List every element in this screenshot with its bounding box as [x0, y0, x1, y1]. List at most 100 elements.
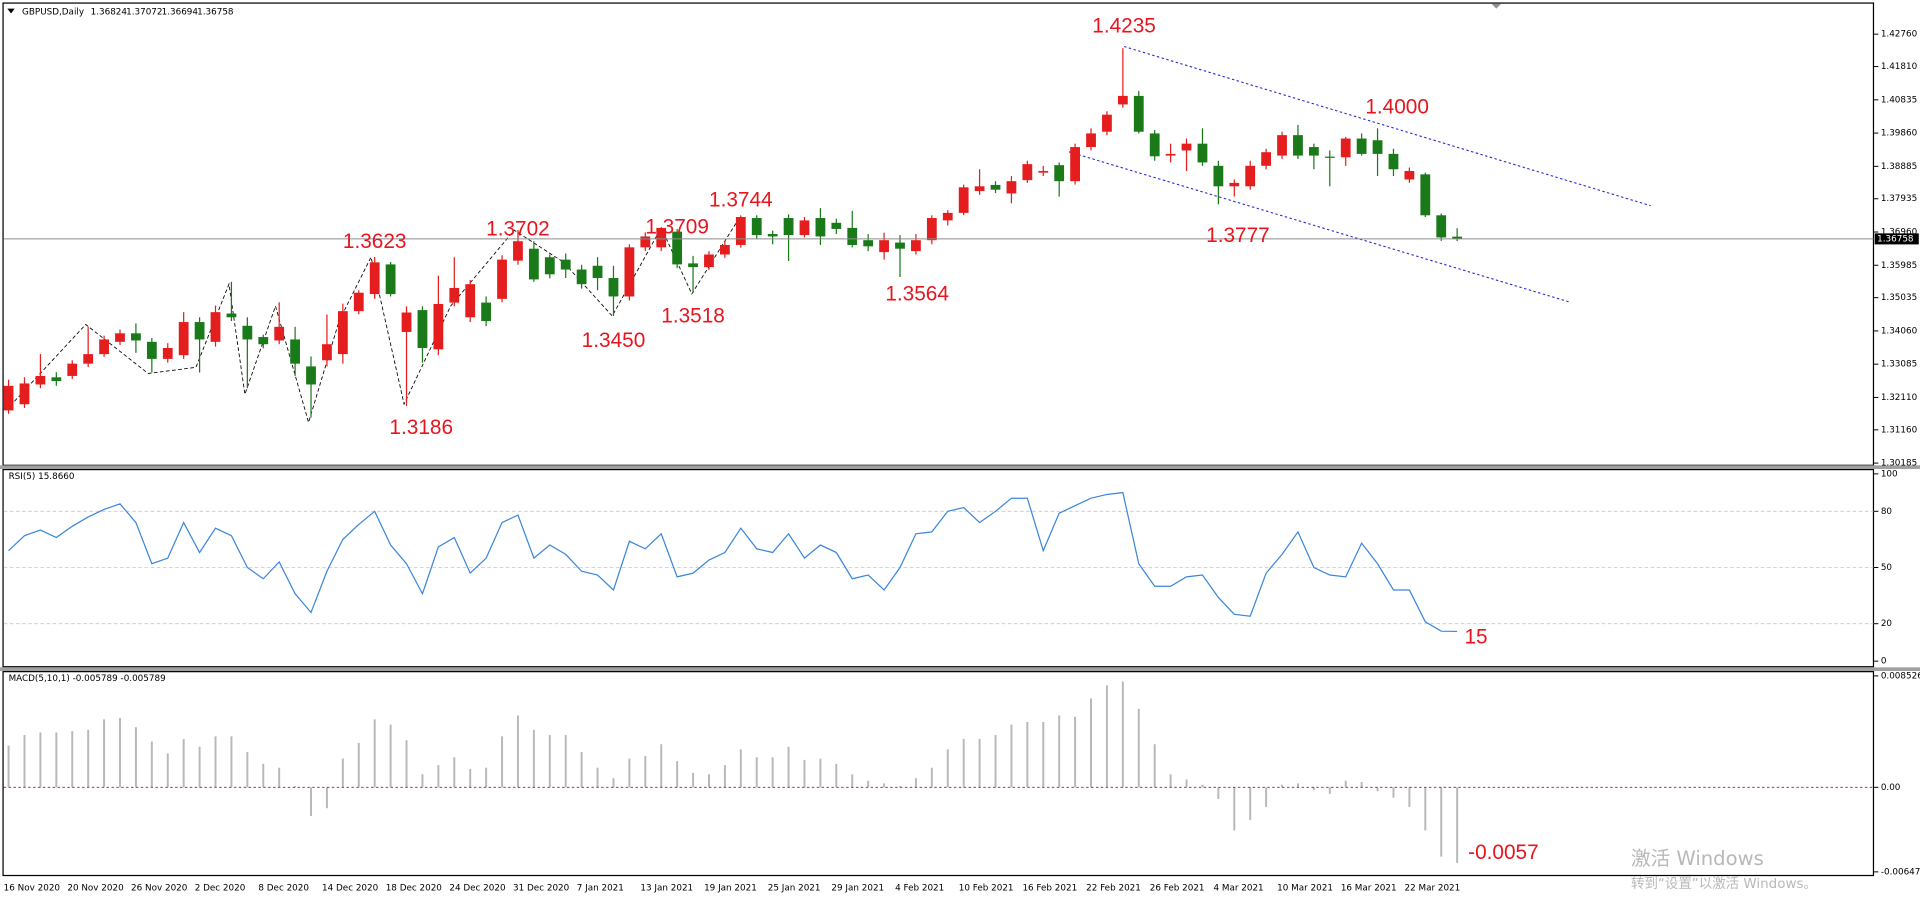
y-tick-label: 1.33085	[1881, 360, 1917, 370]
candle-body	[1165, 153, 1176, 156]
candle-body	[1229, 182, 1240, 187]
candle-body	[3, 385, 14, 411]
candle-body	[1086, 133, 1096, 148]
candle-body	[465, 284, 476, 318]
candle-body	[799, 220, 810, 236]
candle-body	[258, 337, 269, 345]
candle-body	[1340, 138, 1351, 158]
rsi-title: RSI(5) 15.8660	[9, 472, 75, 482]
panel-separator	[0, 465, 1920, 469]
channel-line	[1123, 46, 1651, 207]
candle-body	[911, 240, 921, 252]
x-tick-label: 22 Mar 2021	[1404, 883, 1460, 893]
y-tick-label: -0.006471	[1881, 867, 1920, 877]
last-high: 1.37072	[126, 8, 162, 18]
y-tick-label: 1.30185	[1881, 459, 1917, 469]
x-tick-label: 10 Feb 2021	[959, 883, 1014, 893]
candle-body	[1133, 95, 1144, 132]
candle-body	[1293, 135, 1303, 156]
macd-title: MACD(5,10,1) -0.005789 -0.005789	[9, 674, 166, 684]
price-annotation: 1.3777	[1206, 224, 1270, 247]
candle-body	[1197, 143, 1208, 163]
candle-body	[576, 269, 587, 285]
candle-body	[385, 264, 396, 295]
candle-body	[369, 262, 380, 295]
candle-body	[162, 347, 173, 359]
x-tick-label: 2 Dec 2020	[195, 883, 246, 893]
candle-body	[926, 218, 937, 241]
last-low: 1.36694	[162, 8, 199, 18]
candle-body	[146, 341, 157, 359]
last-open: 1.36824	[91, 8, 128, 18]
candle-body	[783, 218, 794, 236]
y-tick-label: 1.38885	[1881, 162, 1917, 172]
candle-body	[863, 240, 874, 247]
price-annotation: 1.3564	[885, 283, 949, 306]
x-tick-label: 7 Jan 2021	[577, 883, 624, 893]
candle-body	[1181, 143, 1192, 151]
candle-body	[1388, 153, 1399, 170]
plot-layer: 1.42760 1.41810 1.40835 1.39860 1.38885 1.379…	[3, 30, 1920, 893]
candle-body	[35, 375, 46, 385]
x-tick-label: 16 Feb 2021	[1022, 883, 1077, 893]
candle-body	[497, 259, 507, 299]
candle-body	[99, 339, 109, 355]
rsi-annotation: 15	[1464, 625, 1487, 648]
candle-body	[1102, 114, 1112, 132]
y-tick-label: 50	[1881, 563, 1893, 573]
x-tick-label: 10 Mar 2021	[1277, 883, 1333, 893]
candle-body	[1054, 165, 1065, 182]
x-tick-label: 4 Feb 2021	[895, 883, 944, 893]
price-annotation: 1.3744	[709, 188, 773, 211]
current-price-label: 1.36758	[1877, 234, 1913, 244]
candle-body	[1436, 215, 1447, 238]
candle-body	[688, 263, 698, 268]
rsi-line	[8, 491, 1458, 633]
x-tick-label: 19 Jan 2021	[704, 883, 757, 893]
channel-line	[1068, 151, 1572, 303]
x-tick-label: 31 Dec 2020	[513, 883, 570, 893]
candle-body	[1308, 147, 1319, 156]
y-tick-label: 1.32110	[1881, 393, 1918, 403]
candle-body	[751, 218, 762, 236]
x-tick-label: 22 Feb 2021	[1086, 883, 1141, 893]
x-tick-label: 29 Jan 2021	[831, 883, 884, 893]
candle-body	[1117, 95, 1128, 105]
candle-body	[720, 244, 730, 255]
rsi-panel-frame	[2, 468, 1875, 668]
candle-body	[1420, 174, 1431, 216]
macd-panel-frame	[2, 671, 1875, 877]
x-tick-label: 16 Mar 2021	[1341, 883, 1397, 893]
menu-triangle[interactable]	[7, 8, 15, 14]
x-tick-label: 14 Dec 2020	[322, 883, 379, 893]
candle-body	[51, 377, 62, 382]
candle-body	[1038, 170, 1049, 173]
y-tick-label: 1.35985	[1881, 261, 1917, 271]
candle-body	[640, 236, 651, 248]
candle-body	[210, 312, 221, 342]
candle-body	[67, 363, 78, 376]
candle-body	[1356, 138, 1367, 154]
candle-body	[401, 312, 412, 332]
candle-body	[481, 302, 492, 322]
candle-body	[624, 247, 635, 297]
candle-body	[656, 227, 667, 248]
y-tick-label: 1.35035	[1881, 293, 1917, 303]
candle-body	[1261, 152, 1272, 166]
candle-body	[417, 310, 428, 348]
candle-body	[115, 333, 125, 342]
x-tick-label: 13 Jan 2021	[640, 883, 693, 893]
candle-body	[990, 184, 1001, 190]
candle-body	[879, 240, 889, 253]
candle-body	[815, 218, 826, 237]
candle-body	[337, 311, 348, 355]
candle-body	[19, 383, 30, 405]
last-close: 1.36758	[197, 8, 233, 18]
price-annotation: 1.4235	[1092, 14, 1156, 37]
candle-body	[242, 325, 253, 340]
candle-body	[608, 278, 619, 297]
y-tick-label: 1.31160	[1881, 425, 1918, 435]
candle-body	[592, 265, 603, 279]
candle-body	[433, 303, 444, 350]
